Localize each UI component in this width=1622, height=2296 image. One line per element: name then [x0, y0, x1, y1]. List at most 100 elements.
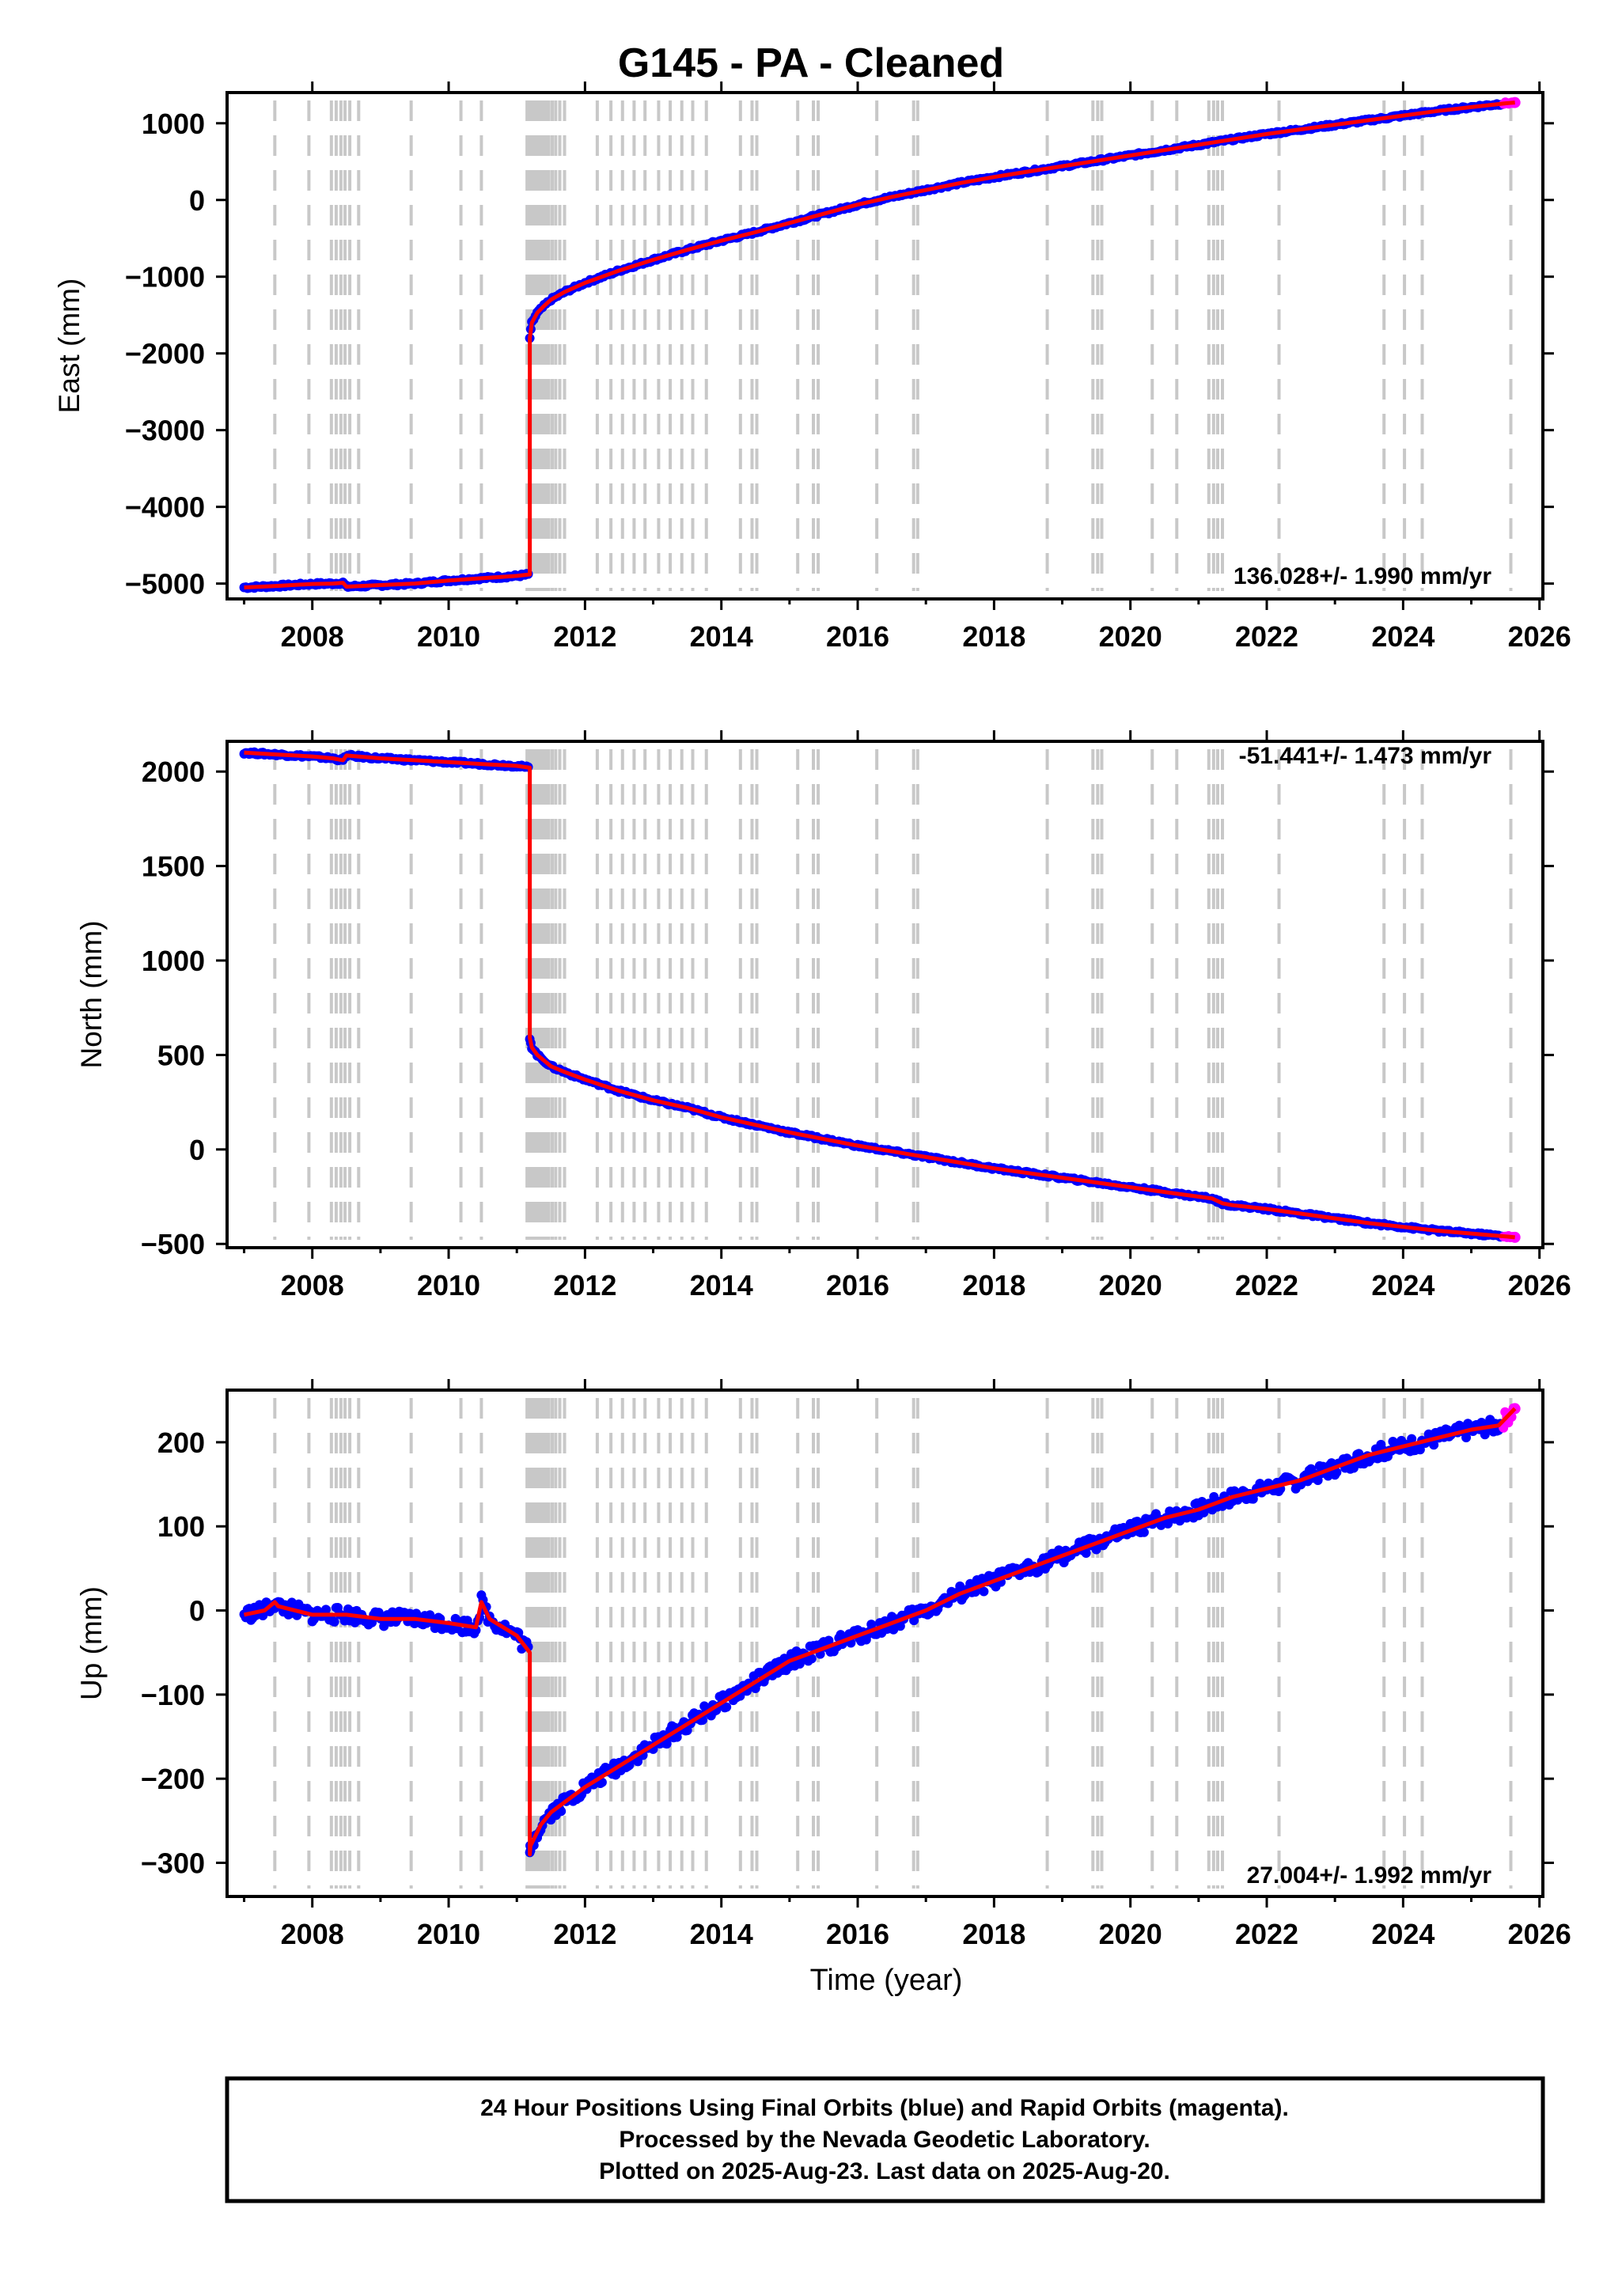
- model-line: [243, 1407, 1517, 1857]
- footer-frame: [225, 2076, 1545, 2203]
- data-point: [1348, 1463, 1359, 1473]
- data-point: [1326, 1458, 1336, 1468]
- data-point: [1407, 1434, 1417, 1444]
- east-y-axis-label: East (mm): [53, 278, 85, 414]
- y-tick-label: 0: [189, 1595, 205, 1627]
- data-point: [722, 1702, 732, 1712]
- east-rate-label: 136.028+/- 1.990 mm/yr: [1234, 563, 1491, 589]
- x-tick-label: 2010: [417, 1269, 480, 1301]
- east-panel: 1000 0 −1000 −2000 −3000 −4000 −5000 2008 2010 2…: [53, 81, 1571, 653]
- footer-note-box: 24 Hour Positions Using Final Orbits (bl…: [225, 2076, 1545, 2203]
- y-tick-label: −500: [141, 1228, 205, 1260]
- x-tick-label: 2016: [826, 1918, 889, 1950]
- north-model-line: [244, 750, 1515, 1240]
- y-tick-label: 2000: [142, 756, 205, 788]
- footer-line-1: 24 Hour Positions Using Final Orbits (bl…: [480, 2095, 1289, 2121]
- data-point: [1429, 1440, 1439, 1450]
- data-point: [824, 1635, 834, 1646]
- x-tick-label: 2018: [962, 1269, 1025, 1301]
- up-y-ticks: 200 100 0 −100 −200 −300: [141, 1426, 1554, 1879]
- data-point: [1332, 1467, 1342, 1477]
- y-tick-label: 0: [189, 1134, 205, 1166]
- y-tick-label: −100: [141, 1679, 205, 1711]
- y-tick-label: −3000: [125, 415, 205, 447]
- x-tick-label: 2016: [826, 620, 889, 653]
- x-tick-label: 2026: [1508, 620, 1571, 653]
- y-tick-label: −300: [141, 1847, 205, 1879]
- y-tick-label: 500: [157, 1039, 205, 1071]
- north-y-ticks: 2000 1500 1000 500 0 −500: [141, 756, 1554, 1260]
- y-tick-label: −1000: [125, 261, 205, 294]
- data-point: [806, 1654, 817, 1664]
- data-point: [1415, 1445, 1425, 1455]
- footer-line-3: Plotted on 2025-Aug-23. Last data on 202…: [599, 2158, 1170, 2184]
- y-tick-label: 200: [157, 1426, 205, 1459]
- north-panel: 2000 1500 1000 500 0 −500 2008 2010 2012 2014 201…: [75, 730, 1571, 1301]
- east-event-lines: [273, 100, 1513, 591]
- x-tick-label: 2024: [1371, 1918, 1434, 1950]
- y-tick-label: −4000: [125, 491, 205, 524]
- x-tick-label: 2010: [417, 1918, 480, 1950]
- footer-line-2: Processed by the Nevada Geodetic Laborat…: [619, 2127, 1150, 2153]
- x-tick-label: 2014: [690, 1918, 753, 1950]
- x-tick-label: 2010: [417, 620, 480, 653]
- data-point: [1139, 1527, 1149, 1537]
- x-tick-label: 2020: [1099, 1918, 1162, 1950]
- model-line: [244, 750, 1515, 1240]
- x-tick-label: 2022: [1235, 620, 1298, 653]
- north-event-lines: [273, 749, 1513, 1240]
- x-tick-label: 2020: [1099, 1269, 1162, 1301]
- data-point: [1461, 1433, 1472, 1443]
- model-line: [244, 100, 1515, 589]
- x-tick-label: 2016: [826, 1269, 889, 1301]
- east-data-points: [239, 97, 1521, 593]
- x-tick-label: 2008: [281, 1269, 344, 1301]
- north-rate-label: -51.441+/- 1.473 mm/yr: [1239, 743, 1492, 769]
- data-point: [367, 1617, 377, 1627]
- x-tick-label: 2008: [281, 1918, 344, 1950]
- data-point: [909, 1616, 919, 1626]
- y-tick-label: 0: [189, 184, 205, 217]
- north-data-points: [239, 747, 1521, 1243]
- data-point: [1081, 1548, 1091, 1558]
- y-tick-label: −5000: [125, 568, 205, 601]
- x-axis-label: Time (year): [810, 1964, 963, 1997]
- x-tick-label: 2018: [962, 620, 1025, 653]
- x-tick-label: 2012: [553, 620, 616, 653]
- data-point: [329, 1616, 339, 1627]
- east-plot-frame: [225, 91, 1544, 601]
- x-tick-label: 2012: [553, 1269, 616, 1301]
- x-tick-label: 2024: [1371, 620, 1434, 653]
- x-tick-label: 2008: [281, 620, 344, 653]
- x-tick-label: 2022: [1235, 1918, 1298, 1950]
- data-point: [979, 1586, 989, 1597]
- up-y-axis-label: Up (mm): [75, 1586, 108, 1700]
- up-panel: 200 100 0 −100 −200 −300 2008 2010 2012 2014 2016…: [75, 1379, 1571, 1950]
- x-tick-label: 2026: [1508, 1918, 1571, 1950]
- y-tick-label: −2000: [125, 338, 205, 370]
- x-tick-label: 2022: [1235, 1269, 1298, 1301]
- y-tick-label: 100: [157, 1510, 205, 1543]
- data-point: [1163, 1518, 1173, 1529]
- data-point: [955, 1581, 965, 1591]
- data-point: [672, 1732, 682, 1742]
- x-tick-label: 2014: [690, 1269, 753, 1301]
- up-x-ticks: 2008 2010 2012 2014 2016 2018 2020 2022 2024 2026: [243, 1379, 1571, 1950]
- y-tick-label: 1000: [142, 108, 205, 140]
- x-tick-label: 2014: [690, 620, 753, 653]
- y-tick-label: −200: [141, 1763, 205, 1795]
- up-plot-frame: [225, 1389, 1544, 1898]
- up-rate-label: 27.004+/- 1.992 mm/yr: [1247, 1862, 1492, 1889]
- x-tick-label: 2024: [1371, 1269, 1434, 1301]
- data-point: [379, 1621, 389, 1631]
- north-plot-frame: [225, 740, 1544, 1249]
- east-x-ticks: 2008 2010 2012 2014 2016 2018 2020 2022 2024 2026: [243, 81, 1571, 653]
- east-y-ticks: 1000 0 −1000 −2000 −3000 −4000 −5000: [125, 108, 1554, 601]
- x-tick-label: 2018: [962, 1918, 1025, 1950]
- x-tick-label: 2012: [553, 1918, 616, 1950]
- y-tick-label: 1000: [142, 945, 205, 977]
- east-model-line: [244, 100, 1515, 589]
- chart-title: G145 - PA - Cleaned: [618, 40, 1004, 86]
- up-model-line: [243, 1407, 1517, 1857]
